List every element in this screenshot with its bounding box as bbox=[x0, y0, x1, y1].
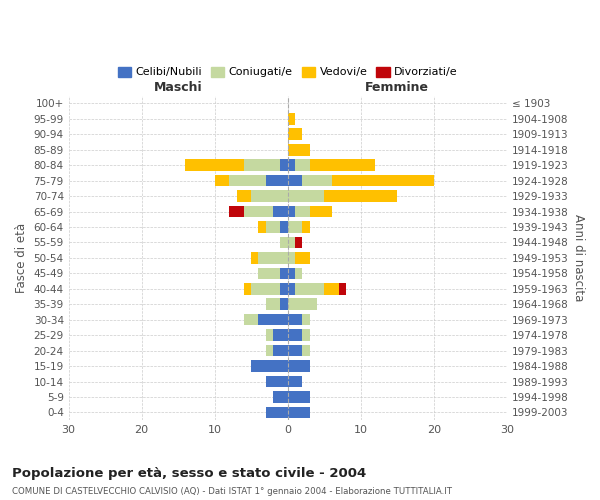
Bar bbox=[302, 345, 310, 356]
Bar bbox=[287, 330, 302, 341]
Bar bbox=[266, 175, 287, 186]
Bar bbox=[310, 160, 376, 171]
Bar bbox=[287, 360, 310, 372]
Bar bbox=[324, 283, 339, 294]
Bar bbox=[324, 190, 397, 202]
Bar bbox=[287, 298, 317, 310]
Bar bbox=[280, 268, 287, 279]
Bar bbox=[302, 221, 310, 233]
Bar bbox=[266, 345, 273, 356]
Bar bbox=[287, 236, 295, 248]
Bar bbox=[259, 314, 287, 326]
Bar bbox=[295, 252, 310, 264]
Bar bbox=[287, 314, 302, 326]
Bar bbox=[251, 283, 280, 294]
Bar bbox=[287, 175, 302, 186]
Bar bbox=[280, 283, 287, 294]
Bar bbox=[280, 298, 287, 310]
Bar bbox=[287, 345, 302, 356]
Bar bbox=[236, 190, 251, 202]
Bar bbox=[287, 252, 295, 264]
Bar bbox=[259, 268, 280, 279]
Bar bbox=[287, 144, 310, 156]
Bar bbox=[259, 221, 266, 233]
Bar bbox=[251, 190, 287, 202]
Bar bbox=[273, 330, 287, 341]
Bar bbox=[295, 160, 310, 171]
Bar bbox=[295, 206, 310, 218]
Bar bbox=[185, 160, 244, 171]
Bar bbox=[295, 283, 324, 294]
Bar bbox=[273, 345, 287, 356]
Bar bbox=[280, 221, 287, 233]
Bar bbox=[295, 268, 302, 279]
Bar bbox=[273, 206, 287, 218]
Text: Maschi: Maschi bbox=[154, 81, 202, 94]
Bar bbox=[287, 391, 310, 403]
Bar bbox=[266, 221, 280, 233]
Bar bbox=[229, 175, 266, 186]
Text: Femmine: Femmine bbox=[365, 81, 429, 94]
Y-axis label: Fasce di età: Fasce di età bbox=[15, 223, 28, 293]
Bar bbox=[302, 314, 310, 326]
Bar bbox=[259, 252, 287, 264]
Bar bbox=[266, 376, 287, 388]
Bar bbox=[287, 221, 302, 233]
Bar bbox=[244, 283, 251, 294]
Bar bbox=[215, 175, 229, 186]
Text: COMUNE DI CASTELVECCHIO CALVISIO (AQ) - Dati ISTAT 1° gennaio 2004 - Elaborazion: COMUNE DI CASTELVECCHIO CALVISIO (AQ) - … bbox=[12, 488, 452, 496]
Bar bbox=[310, 206, 331, 218]
Y-axis label: Anni di nascita: Anni di nascita bbox=[572, 214, 585, 302]
Bar bbox=[287, 376, 302, 388]
Bar bbox=[287, 113, 295, 124]
Bar bbox=[266, 298, 280, 310]
Bar bbox=[302, 330, 310, 341]
Bar bbox=[287, 206, 295, 218]
Text: Popolazione per età, sesso e stato civile - 2004: Popolazione per età, sesso e stato civil… bbox=[12, 468, 366, 480]
Bar bbox=[331, 175, 434, 186]
Bar bbox=[251, 360, 287, 372]
Bar bbox=[287, 190, 324, 202]
Bar bbox=[287, 160, 295, 171]
Bar bbox=[280, 160, 287, 171]
Bar bbox=[266, 330, 273, 341]
Bar bbox=[302, 175, 331, 186]
Bar bbox=[287, 283, 295, 294]
Bar bbox=[287, 406, 310, 418]
Bar bbox=[244, 206, 273, 218]
Bar bbox=[280, 236, 287, 248]
Legend: Celibi/Nubili, Coniugati/e, Vedovi/e, Divorziati/e: Celibi/Nubili, Coniugati/e, Vedovi/e, Di… bbox=[113, 62, 462, 82]
Bar bbox=[244, 314, 259, 326]
Bar bbox=[287, 128, 302, 140]
Bar bbox=[339, 283, 346, 294]
Bar bbox=[273, 391, 287, 403]
Bar bbox=[295, 236, 302, 248]
Bar bbox=[266, 406, 287, 418]
Bar bbox=[287, 268, 295, 279]
Bar bbox=[244, 160, 280, 171]
Bar bbox=[251, 252, 259, 264]
Bar bbox=[229, 206, 244, 218]
